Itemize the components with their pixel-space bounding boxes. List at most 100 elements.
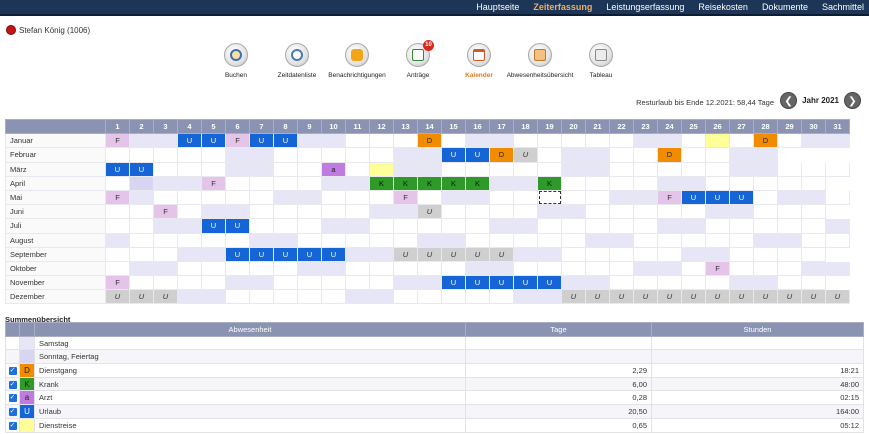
day-cell[interactable]: U: [105, 161, 130, 177]
day-cell[interactable]: [801, 260, 826, 277]
day-cell[interactable]: [633, 246, 658, 262]
day-cell[interactable]: [225, 204, 250, 220]
day-cell[interactable]: [489, 133, 514, 149]
day-cell[interactable]: [537, 147, 562, 163]
day-cell[interactable]: [561, 161, 586, 177]
day-cell[interactable]: [513, 175, 538, 191]
day-cell[interactable]: U: [441, 246, 466, 262]
kalender-button[interactable]: Kalender: [439, 43, 519, 79]
day-cell[interactable]: [777, 189, 802, 206]
day-cell[interactable]: [177, 189, 202, 206]
day-cell[interactable]: [705, 175, 730, 191]
day-cell[interactable]: [225, 161, 250, 177]
day-cell[interactable]: [201, 289, 226, 305]
day-cell[interactable]: [417, 275, 442, 291]
day-cell[interactable]: [825, 260, 850, 277]
day-cell[interactable]: [345, 189, 370, 206]
day-cell[interactable]: [297, 289, 322, 305]
day-cell[interactable]: U: [585, 289, 610, 305]
day-cell[interactable]: [441, 161, 466, 177]
day-cell[interactable]: [297, 204, 322, 220]
day-cell[interactable]: [681, 218, 706, 234]
day-cell[interactable]: [297, 189, 322, 206]
day-cell[interactable]: [297, 275, 322, 291]
day-cell[interactable]: [633, 161, 658, 177]
day-cell[interactable]: U: [153, 289, 178, 305]
day-cell[interactable]: [633, 204, 658, 220]
day-cell[interactable]: U: [273, 133, 298, 149]
day-cell[interactable]: [801, 161, 826, 177]
day-cell[interactable]: [705, 218, 730, 234]
day-cell[interactable]: [441, 260, 466, 277]
day-cell[interactable]: [777, 218, 802, 234]
day-cell[interactable]: [609, 175, 634, 191]
day-cell[interactable]: [321, 289, 346, 305]
day-cell[interactable]: [537, 289, 562, 305]
day-cell[interactable]: [489, 232, 514, 248]
day-cell[interactable]: [369, 232, 394, 248]
day-cell[interactable]: U: [777, 289, 802, 305]
day-cell[interactable]: U: [705, 189, 730, 206]
day-cell[interactable]: [561, 260, 586, 277]
day-cell[interactable]: [825, 218, 850, 234]
day-cell[interactable]: [681, 260, 706, 277]
day-cell[interactable]: [585, 147, 610, 163]
day-cell[interactable]: [537, 260, 562, 277]
day-cell[interactable]: [273, 218, 298, 234]
day-cell[interactable]: [657, 260, 682, 277]
day-cell[interactable]: [489, 218, 514, 234]
day-cell[interactable]: [801, 232, 826, 248]
day-cell[interactable]: U: [393, 246, 418, 262]
day-cell[interactable]: [705, 161, 730, 177]
day-cell[interactable]: [801, 175, 826, 191]
day-cell[interactable]: [561, 147, 586, 163]
day-cell[interactable]: [705, 232, 730, 248]
day-cell[interactable]: F: [105, 133, 130, 149]
day-cell[interactable]: U: [201, 218, 226, 234]
previous-year-button[interactable]: ❮: [780, 92, 798, 109]
day-cell[interactable]: [609, 147, 634, 163]
day-cell[interactable]: [489, 204, 514, 220]
day-cell[interactable]: [105, 218, 130, 234]
day-cell[interactable]: [657, 218, 682, 234]
day-cell[interactable]: [321, 204, 346, 220]
checkbox-checked-icon[interactable]: ✓: [8, 394, 17, 403]
day-cell[interactable]: [705, 246, 730, 262]
day-cell[interactable]: [393, 218, 418, 234]
day-cell[interactable]: [177, 218, 202, 234]
day-cell[interactable]: [369, 218, 394, 234]
day-cell[interactable]: [369, 260, 394, 277]
day-cell[interactable]: [249, 275, 274, 291]
day-cell[interactable]: [489, 189, 514, 206]
day-cell[interactable]: [129, 133, 154, 149]
day-cell[interactable]: [537, 161, 562, 177]
day-cell[interactable]: [249, 218, 274, 234]
day-cell[interactable]: [369, 147, 394, 163]
day-cell[interactable]: U: [801, 289, 826, 305]
day-cell[interactable]: [513, 161, 538, 177]
day-cell[interactable]: [345, 260, 370, 277]
day-cell[interactable]: [393, 161, 418, 177]
day-cell[interactable]: [249, 289, 274, 305]
day-cell[interactable]: [609, 189, 634, 206]
day-cell[interactable]: [273, 275, 298, 291]
day-cell[interactable]: [825, 189, 850, 206]
nav-zeiterfassung[interactable]: Zeiterfassung: [533, 2, 593, 12]
day-cell[interactable]: D: [489, 147, 514, 163]
day-cell[interactable]: [249, 175, 274, 191]
day-cell[interactable]: [633, 232, 658, 248]
day-cell[interactable]: [681, 175, 706, 191]
day-cell[interactable]: [729, 246, 754, 262]
day-cell[interactable]: U: [441, 275, 466, 291]
benachrichtigungen-button[interactable]: Benachrichtigungen: [317, 43, 397, 79]
day-cell[interactable]: [561, 218, 586, 234]
day-cell[interactable]: U: [129, 161, 154, 177]
day-cell[interactable]: [705, 133, 730, 149]
buchen-button[interactable]: Buchen: [196, 43, 276, 79]
day-cell[interactable]: K: [369, 175, 394, 191]
day-cell[interactable]: U: [417, 246, 442, 262]
day-cell[interactable]: U: [681, 189, 706, 206]
day-cell[interactable]: [681, 133, 706, 149]
next-year-button[interactable]: ❯: [844, 92, 861, 109]
abwesenheitsuebersicht-button[interactable]: Abwesenheitsübersicht: [500, 43, 580, 79]
